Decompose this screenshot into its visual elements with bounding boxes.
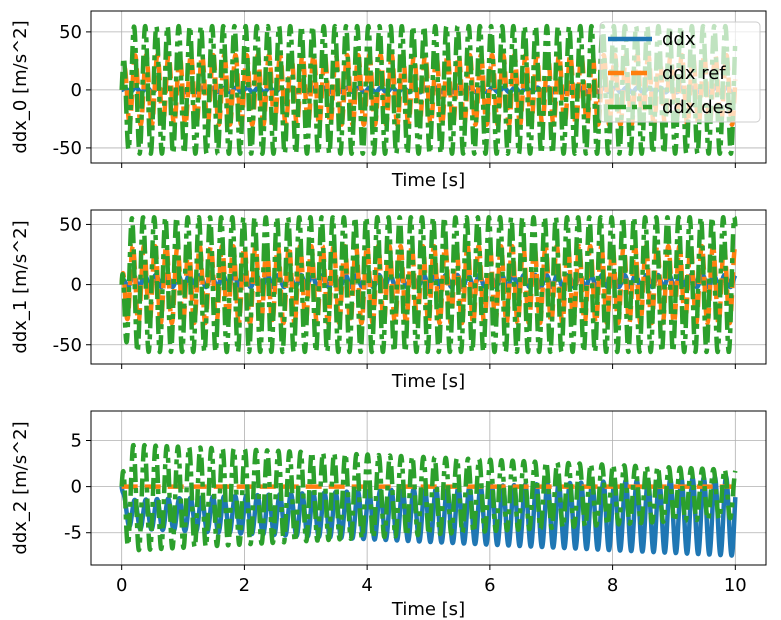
y-axis-label: ddx_2 [m/s^2] [10, 421, 31, 554]
x-tick-label: 6 [484, 575, 495, 596]
x-tick-label: 10 [724, 575, 747, 596]
y-tick-label: 50 [59, 214, 82, 235]
x-axis-label: Time [s] [391, 371, 465, 392]
y-tick-label: -5 [64, 523, 82, 544]
y-tick-label: 0 [71, 80, 82, 101]
y-tick-label: 5 [71, 431, 82, 452]
series-group [119, 442, 738, 558]
x-tick-label: 4 [361, 575, 372, 596]
series-group [119, 214, 738, 355]
x-axis-label: Time [s] [391, 599, 465, 620]
x-tick-label: 2 [239, 575, 250, 596]
y-tick-label: 50 [59, 22, 82, 43]
legend: ddx ddx ref ddx des [599, 21, 761, 123]
y-axis-label: ddx_0 [m/s^2] [10, 20, 31, 153]
series-line-ddx-des [119, 23, 738, 156]
legend-entry-ddx-ref: ddx ref [662, 63, 726, 84]
legend-frame [599, 21, 761, 123]
y-tick-label: 0 [71, 275, 82, 296]
series-line-ddx-des [119, 442, 738, 553]
y-tick-label: -50 [53, 138, 82, 159]
x-tick-label: 0 [116, 575, 127, 596]
legend-entry-ddx: ddx [662, 29, 696, 50]
subplot-1: -50 0 50 Time [s] ddx_1 [m/s^2] [10, 209, 767, 392]
axes-frame [90, 10, 767, 164]
y-tick-label: 0 [71, 477, 82, 498]
x-axis-label: Time [s] [391, 170, 465, 191]
y-tick-label: -50 [53, 335, 82, 356]
series-line-ddx-des [119, 214, 738, 355]
subplot-2: -5 0 5 0 2 4 6 8 10 Time [s] ddx_2 [m/s^2] [10, 410, 767, 620]
axes-frame [90, 209, 767, 365]
axes-frame [90, 410, 767, 566]
y-axis-label: ddx_1 [m/s^2] [10, 220, 31, 353]
x-tick-label: 8 [607, 575, 618, 596]
legend-entry-ddx-des: ddx des [662, 97, 733, 118]
